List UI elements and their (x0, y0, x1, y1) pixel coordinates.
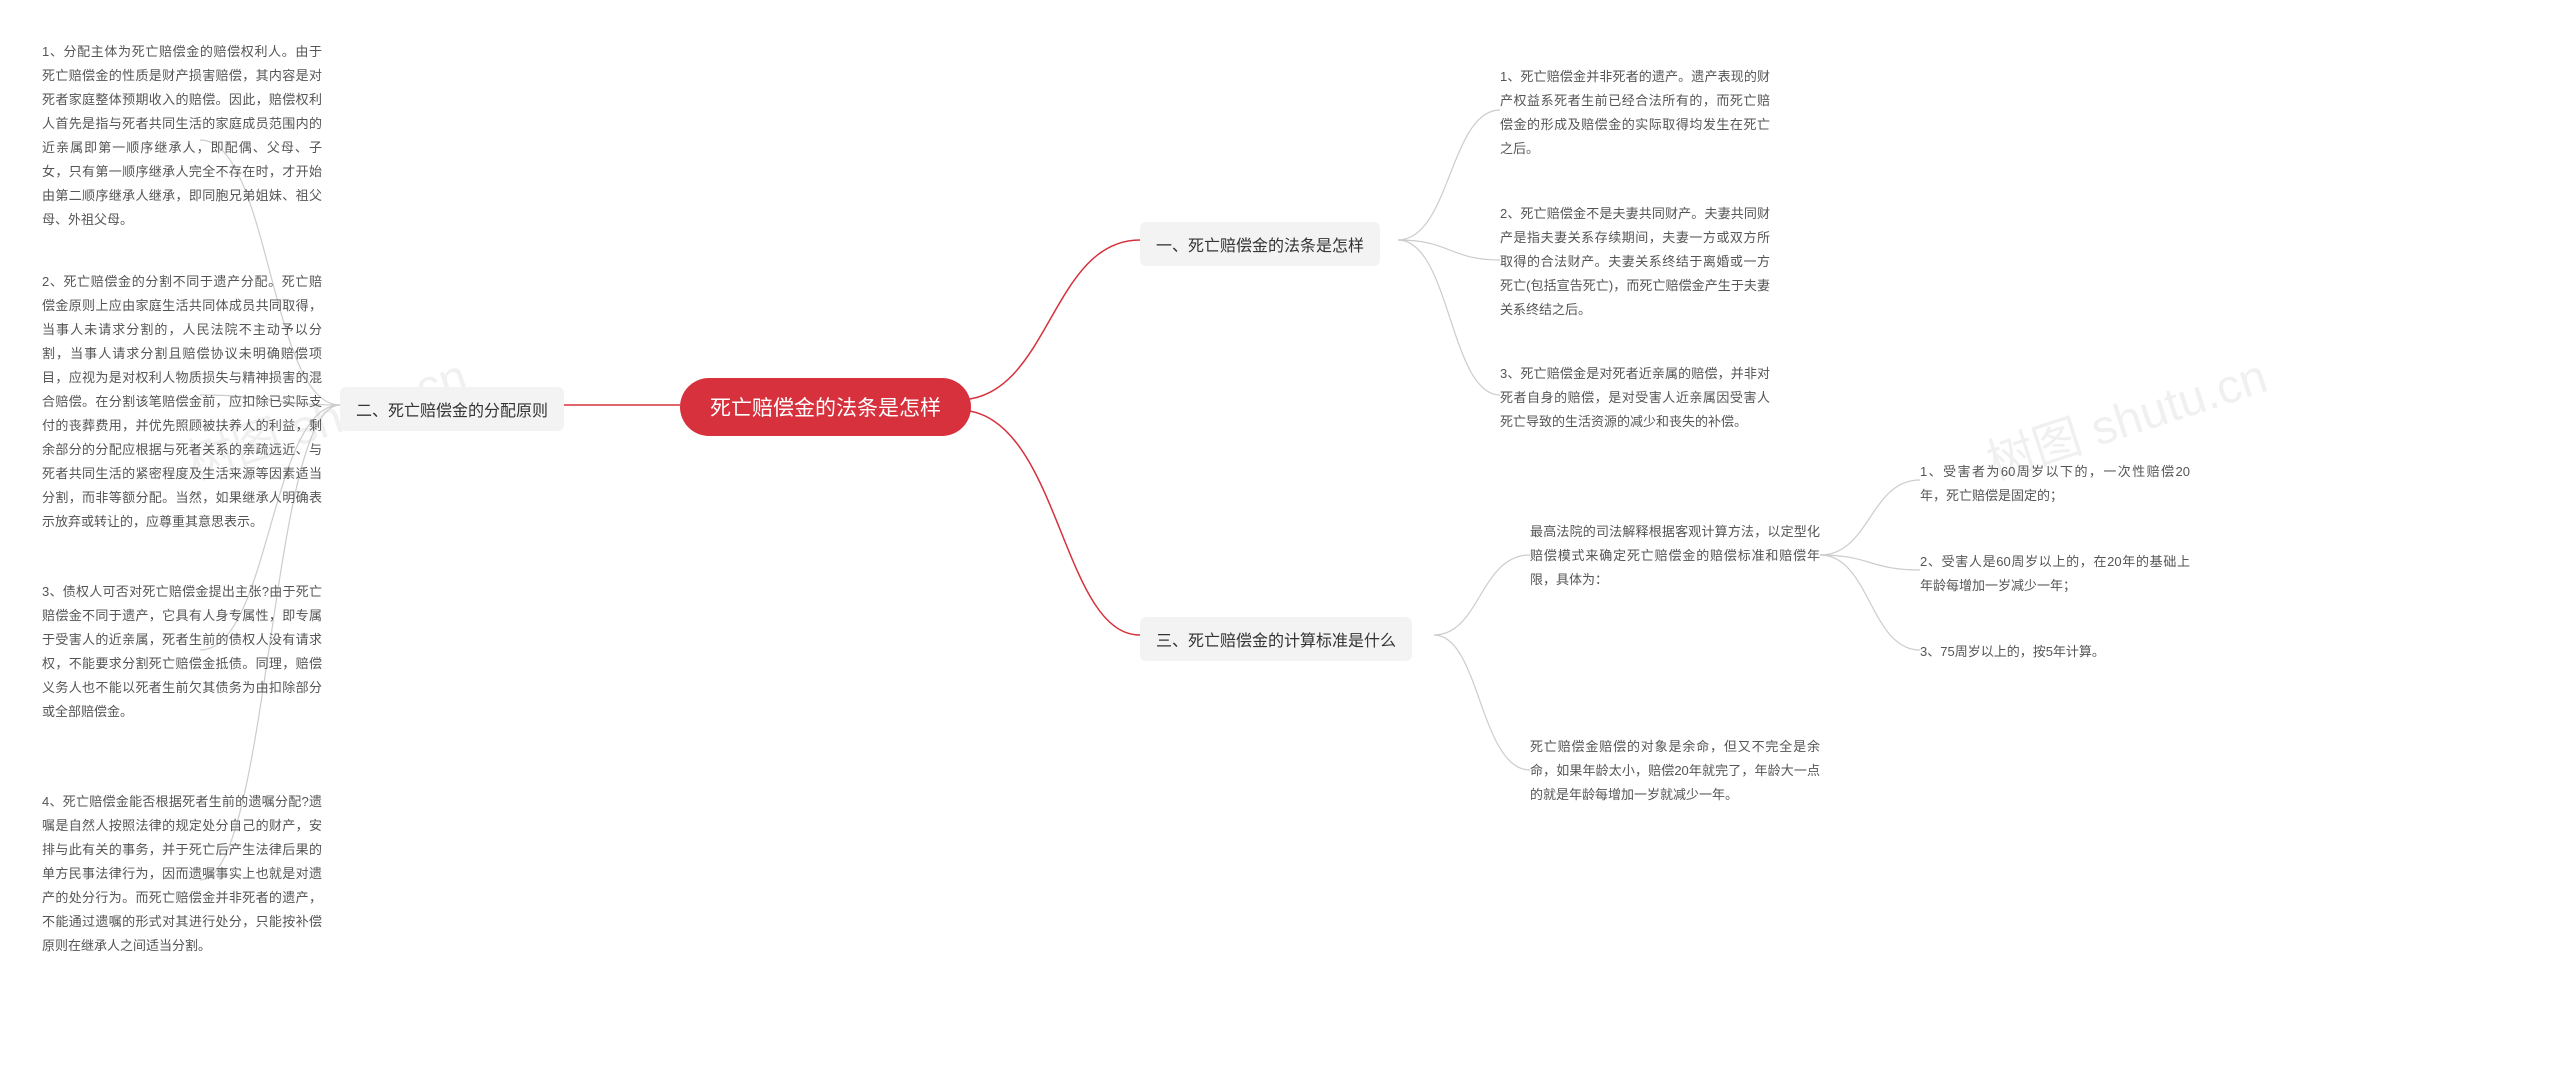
leaf-node: 死亡赔偿金赔偿的对象是余命，但又不完全是余命，如果年龄太小，赔偿20年就完了，年… (1530, 735, 1820, 807)
branch-node-1: 一、死亡赔偿金的法条是怎样 (1140, 222, 1380, 266)
leaf-node: 2、受害人是60周岁以上的，在20年的基础上年龄每增加一岁减少一年； (1920, 550, 2190, 598)
leaf-node: 1、分配主体为死亡赔偿金的赔偿权利人。由于死亡赔偿金的性质是财产损害赔偿，其内容… (42, 40, 322, 232)
leaf-node: 1、死亡赔偿金并非死者的遗产。遗产表现的财产权益系死者生前已经合法所有的，而死亡… (1500, 65, 1770, 161)
mindmap-center: 死亡赔偿金的法条是怎样 (680, 378, 971, 436)
leaf-node: 2、死亡赔偿金不是夫妻共同财产。夫妻共同财产是指夫妻关系存续期间，夫妻一方或双方… (1500, 202, 1770, 322)
leaf-node: 2、死亡赔偿金的分割不同于遗产分配。死亡赔偿金原则上应由家庭生活共同体成员共同取… (42, 270, 322, 535)
branch-node-2: 二、死亡赔偿金的分配原则 (340, 387, 564, 431)
branch-node-3: 三、死亡赔偿金的计算标准是什么 (1140, 617, 1412, 661)
leaf-node: 3、死亡赔偿金是对死者近亲属的赔偿，并非对死者自身的赔偿，是对受害人近亲属因受害… (1500, 362, 1770, 434)
connector-lines (0, 0, 2560, 1089)
leaf-node: 1、受害者为60周岁以下的，一次性赔偿20年，死亡赔偿是固定的； (1920, 460, 2190, 508)
sub-branch-node: 最高法院的司法解释根据客观计算方法，以定型化赔偿模式来确定死亡赔偿金的赔偿标准和… (1530, 520, 1820, 592)
leaf-node: 3、75周岁以上的，按5年计算。 (1920, 640, 2105, 664)
leaf-node: 4、死亡赔偿金能否根据死者生前的遗嘱分配?遗嘱是自然人按照法律的规定处分自己的财… (42, 790, 322, 958)
leaf-node: 3、债权人可否对死亡赔偿金提出主张?由于死亡赔偿金不同于遗产，它具有人身专属性，… (42, 580, 322, 724)
